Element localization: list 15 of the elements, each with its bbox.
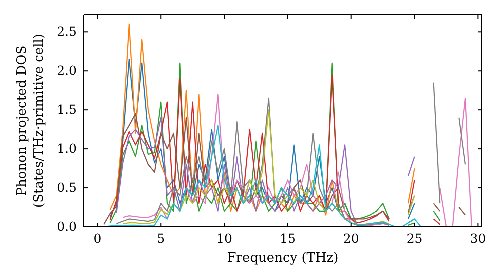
y-tick-label: 0.5	[57, 180, 77, 196]
y-tick-label: 2.0	[57, 63, 78, 78]
x-tick-label: 15	[280, 230, 296, 246]
x-tick-label: 5	[157, 230, 166, 246]
x-tick-label: 25	[406, 230, 423, 246]
y-tick-label: 0.0	[57, 219, 78, 234]
y-tick-label: 1.0	[57, 141, 78, 156]
x-axis-title: Frequency (THz)	[227, 251, 339, 266]
x-tick-label: 10	[216, 230, 233, 246]
x-tick-label: 0	[94, 230, 102, 246]
y-tick-label: 2.5	[57, 24, 77, 40]
x-tick-label: 30	[470, 230, 486, 246]
y-axis-title: Phonon projected DOS (States/THz·primitive cell)	[15, 34, 47, 208]
y-tick-label: 1.5	[57, 102, 77, 118]
x-tick-label: 20	[343, 230, 360, 246]
